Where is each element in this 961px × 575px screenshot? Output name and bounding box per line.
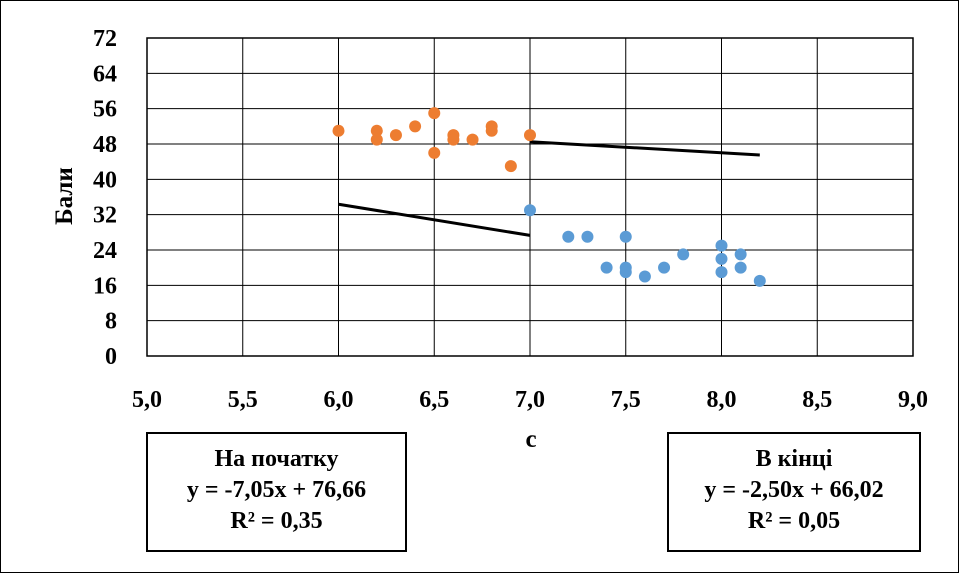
data-point bbox=[677, 248, 690, 261]
data-point bbox=[370, 133, 383, 146]
x-tick-label: 9,0 bbox=[898, 387, 928, 413]
y-tick-label: 16 bbox=[93, 273, 117, 299]
y-axis-title: Бали bbox=[51, 167, 78, 225]
data-point bbox=[389, 129, 402, 142]
data-point bbox=[619, 230, 632, 243]
equation-box-start: На початку y = -7,05x + 76,66 R² = 0,35 bbox=[146, 432, 407, 552]
x-tick-label: 5,0 bbox=[132, 387, 162, 413]
data-point bbox=[638, 270, 651, 283]
data-point bbox=[562, 230, 575, 243]
x-axis-title: с bbox=[525, 426, 536, 453]
trendlines bbox=[338, 140, 760, 237]
y-tick-label: 64 bbox=[93, 61, 117, 87]
data-point bbox=[734, 261, 747, 274]
data-point bbox=[715, 252, 728, 265]
x-tick-label: 8,5 bbox=[802, 387, 832, 413]
equation-box-end-r2: R² = 0,05 bbox=[747, 508, 841, 534]
equation-box-end-equation: y = -2,50x + 66,02 bbox=[704, 477, 884, 503]
y-tick-label: 32 bbox=[93, 203, 117, 229]
y-tick-label: 8 bbox=[105, 309, 117, 335]
data-point bbox=[619, 266, 632, 279]
y-tick-label: 72 bbox=[93, 26, 117, 52]
plot-border bbox=[146, 37, 914, 357]
trendline-2 bbox=[529, 140, 760, 157]
y-tick-label: 40 bbox=[93, 167, 117, 193]
y-tick-label: 24 bbox=[93, 238, 117, 264]
x-tick-labels: 5,0 5,5 6,0 6,5 7,0 7,5 8,0 8,5 9,0 bbox=[132, 387, 928, 413]
y-tick-label: 48 bbox=[93, 132, 117, 158]
data-point bbox=[485, 124, 498, 137]
y-tick-label: 56 bbox=[93, 97, 117, 123]
equation-box-start-equation: y = -7,05x + 76,66 bbox=[186, 477, 367, 503]
x-tick-label: 7,0 bbox=[515, 387, 545, 413]
data-point bbox=[409, 120, 422, 133]
data-point bbox=[734, 248, 747, 261]
equation-box-end-title: В кінці bbox=[755, 446, 833, 472]
grid-lines bbox=[146, 37, 914, 357]
data-point bbox=[504, 160, 517, 173]
x-tick-label: 6,5 bbox=[419, 387, 449, 413]
data-point bbox=[524, 129, 536, 142]
data-point bbox=[332, 124, 345, 137]
y-tick-labels: 0 8 16 24 32 40 48 56 64 72 bbox=[93, 26, 117, 370]
x-tick-label: 7,5 bbox=[611, 387, 641, 413]
x-tick-label: 5,5 bbox=[228, 387, 258, 413]
data-point bbox=[447, 133, 460, 146]
data-point bbox=[715, 266, 728, 279]
equation-box-start-title: На початку bbox=[214, 446, 339, 472]
data-points bbox=[332, 107, 766, 287]
data-point bbox=[658, 261, 671, 274]
data-point bbox=[715, 239, 728, 252]
trendline-1 bbox=[338, 202, 531, 237]
data-point bbox=[524, 204, 536, 217]
data-point bbox=[428, 107, 441, 120]
data-point bbox=[466, 133, 479, 146]
y-tick-label: 0 bbox=[105, 344, 117, 370]
equation-box-start-r2: R² = 0,35 bbox=[230, 508, 323, 534]
data-point bbox=[581, 230, 594, 243]
data-point bbox=[370, 124, 383, 137]
equation-box-end: В кінці y = -2,50x + 66,02 R² = 0,05 bbox=[667, 432, 921, 552]
x-tick-label: 6,0 bbox=[324, 387, 354, 413]
data-point bbox=[753, 274, 766, 287]
data-point bbox=[600, 261, 613, 274]
x-tick-label: 8,0 bbox=[707, 387, 737, 413]
data-point bbox=[428, 146, 441, 159]
